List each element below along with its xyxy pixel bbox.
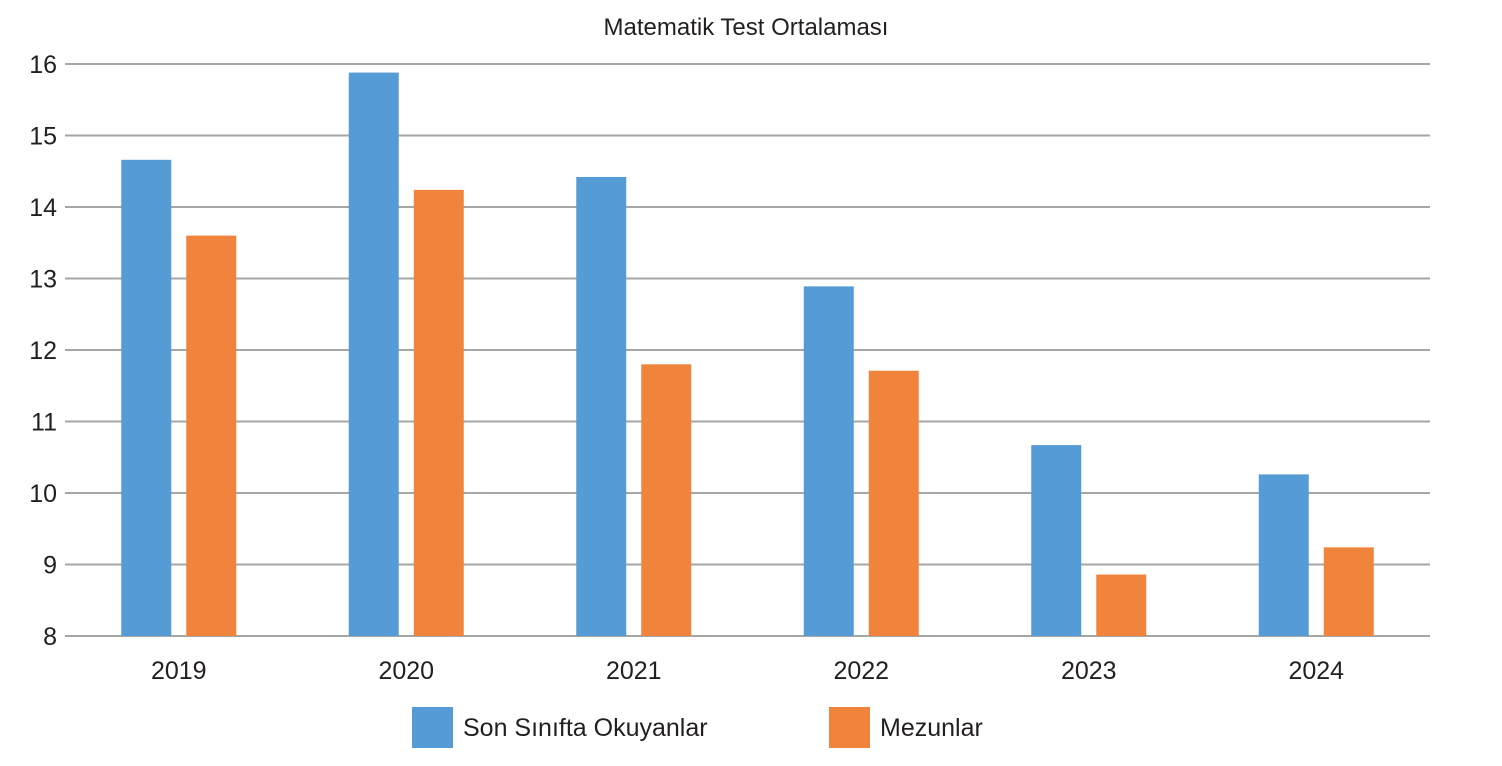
chart-title: Matematik Test Ortalaması xyxy=(604,14,889,41)
x-tick-label: 2021 xyxy=(606,657,662,685)
legend-label: Mezunlar xyxy=(880,714,983,742)
y-tick-label: 14 xyxy=(29,194,57,222)
bar-mezunlar-2020 xyxy=(413,189,464,636)
y-tick-label: 11 xyxy=(31,409,57,437)
x-axis-tick-labels: 2019 2020 2021 2022 2023 2024 xyxy=(151,657,1344,685)
x-tick-label: 2019 xyxy=(151,657,207,685)
y-tick-label: 15 xyxy=(29,123,57,151)
bar-son-sinifta-okuyanlar-2022 xyxy=(803,286,854,636)
legend-swatch xyxy=(829,707,870,748)
bar-mezunlar-2023 xyxy=(1096,574,1147,636)
legend-label: Son Sınıfta Okuyanlar xyxy=(463,714,708,742)
bar-son-sinifta-okuyanlar-2019 xyxy=(121,159,172,636)
y-tick-label: 13 xyxy=(29,266,57,294)
y-tick-label: 10 xyxy=(29,480,57,508)
y-tick-label: 16 xyxy=(29,51,57,79)
bar-son-sinifta-okuyanlar-2023 xyxy=(1031,445,1082,636)
x-tick-label: 2023 xyxy=(1061,657,1117,685)
y-axis-tick-labels: 8 9 10 11 12 13 14 15 16 xyxy=(29,51,57,651)
legend-swatch xyxy=(412,707,453,748)
bar-son-sinifta-okuyanlar-2024 xyxy=(1258,474,1309,636)
bar-son-sinifta-okuyanlar-2021 xyxy=(576,176,627,636)
bar-mezunlar-2022 xyxy=(868,370,919,636)
bar-mezunlar-2024 xyxy=(1323,547,1374,636)
bars xyxy=(121,72,1374,636)
x-tick-label: 2020 xyxy=(378,657,434,685)
gridlines xyxy=(65,63,1430,637)
bar-son-sinifta-okuyanlar-2020 xyxy=(348,72,399,636)
x-tick-label: 2024 xyxy=(1288,657,1344,685)
y-tick-label: 9 xyxy=(43,552,57,580)
bar-mezunlar-2019 xyxy=(186,235,237,636)
y-tick-label: 12 xyxy=(29,337,57,365)
x-tick-label: 2022 xyxy=(833,657,889,685)
y-tick-label: 8 xyxy=(43,623,57,651)
legend: Son Sınıfta Okuyanlar Mezunlar xyxy=(412,707,983,748)
bar-mezunlar-2021 xyxy=(641,364,692,636)
